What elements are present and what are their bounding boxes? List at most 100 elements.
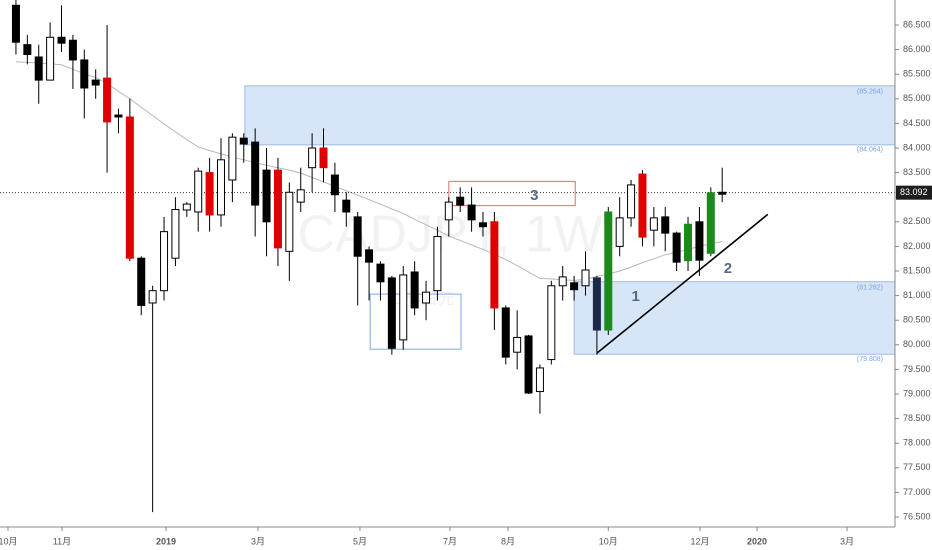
candle-body [444,201,453,221]
y-tick-label: 85.000 [903,93,931,103]
candle-body [718,191,727,195]
candle-body [627,184,636,219]
y-tick-label: 86.500 [903,19,931,29]
candle-body [353,216,362,257]
candle-body [399,274,408,341]
y-tick-label: 84.500 [903,118,931,128]
candle-body [23,44,32,56]
y-tick-label: 78.000 [903,438,931,448]
box [448,180,576,207]
zone [244,85,895,146]
y-tick-label: 76.500 [903,511,931,521]
candle-body [68,39,77,61]
x-tick-label: 10月 [0,536,17,546]
y-tick-label: 84.000 [903,142,931,152]
candle-body [251,141,260,206]
zone-low-label: (79.808) [857,356,883,363]
zone-high-label: (85.264) [857,89,883,96]
candle-body [387,277,396,349]
y-tick-label: 80.000 [903,339,931,349]
watermark-sub: 加元/日元 [386,290,454,308]
candle-body [524,335,533,394]
candle-body [160,231,169,292]
last-price-badge [896,185,932,200]
candle-body [194,170,203,213]
candle-body [216,159,225,216]
x-tick-label: 3月 [251,536,265,546]
candle-body [285,191,294,252]
candle-body [695,221,704,261]
candle-body [330,174,339,196]
candle-body [11,4,20,43]
candle-body [410,271,419,309]
candle-body [615,217,624,247]
candle-body [148,290,157,304]
candle-body [501,307,510,358]
candle-body [558,276,567,287]
x-tick-label: 8月 [501,536,515,546]
candle-body [547,285,556,361]
y-tick-label: 81.500 [903,265,931,275]
x-tick-label: 7月 [443,536,457,546]
y-tick-label: 82.500 [903,216,931,226]
candle-body [706,192,715,254]
candle-body [433,236,442,292]
y-tick-label: 81.000 [903,290,931,300]
candle-body [34,56,43,81]
last-price-label: 83.092 [900,187,928,197]
zone-high-label: (81.282) [857,285,883,292]
candle-body [376,263,385,283]
candle-body [91,79,100,86]
candle-body [672,232,681,263]
candle-body [80,59,89,89]
x-tick-label: 2020 [747,536,767,546]
y-tick-label: 83.500 [903,167,931,177]
candle-body [649,217,658,231]
y-tick-label: 77.500 [903,462,931,472]
x-tick-label: 2019 [156,536,176,546]
candle-body [365,249,374,263]
y-tick-label: 79.000 [903,388,931,398]
y-tick-label: 80.500 [903,315,931,325]
candle-body [490,221,499,309]
y-tick-label: 77.000 [903,487,931,497]
candle-body [171,209,180,259]
candle-body [205,172,214,216]
x-tick-label: 11月 [53,536,71,546]
candle-body [319,147,328,169]
candle-body [467,204,476,221]
candle-body [638,173,647,238]
candle-body [684,223,693,262]
y-tick-label: 82.000 [903,241,931,251]
candle-body [228,136,237,181]
x-tick-label: 5月 [353,536,367,546]
candle-body [513,336,522,353]
candle-body [182,203,191,211]
candle-body [296,189,305,203]
annotation-label: 3 [530,187,538,204]
annotation-label: 2 [724,260,732,277]
candle-body [478,222,487,228]
candle-body [137,257,146,306]
plot-area: CADJPY, 1W加元/日元(85.264)(84.064)(81.282)(… [0,0,895,513]
candle-body [273,169,282,249]
candle-body [239,137,248,145]
candle-body [103,77,112,123]
candle-body [570,282,579,291]
candle-body [308,147,317,169]
x-tick-label: 10月 [599,536,618,546]
candle-body [581,269,590,287]
x-tick-label: 3月 [840,536,854,546]
x-tick-label: 12月 [690,536,709,546]
candle-body [342,199,351,213]
y-tick-label: 79.500 [903,364,931,374]
candle-body [262,169,271,223]
y-tick-label: 85.500 [903,69,931,79]
candle-body [592,277,601,331]
zone [573,281,895,355]
candle-body [46,36,55,81]
zone-low-label: (84.064) [857,147,883,154]
y-tick-label: 78.500 [903,413,931,423]
